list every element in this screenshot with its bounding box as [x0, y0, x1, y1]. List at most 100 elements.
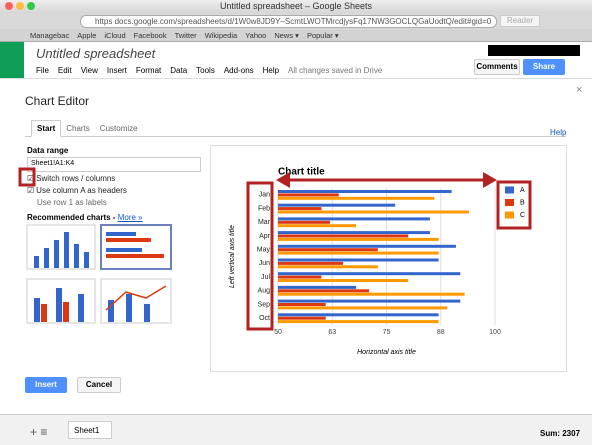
bar — [278, 279, 409, 282]
y-tick-label: May — [257, 246, 271, 253]
data-range-input[interactable]: Sheet1!A1:K4 — [27, 157, 201, 172]
cancel-button[interactable]: Cancel — [77, 377, 121, 393]
bar — [278, 203, 396, 207]
legend-label: A — [520, 187, 525, 194]
sheets-logo[interactable] — [0, 42, 24, 78]
bar — [278, 272, 461, 276]
menu-item[interactable]: View — [80, 66, 98, 75]
bar — [278, 248, 378, 252]
dialog-title: Chart Editor — [25, 94, 90, 108]
thumb-2[interactable] — [100, 224, 172, 270]
bar — [278, 292, 465, 296]
option-label: Use column A as headers — [36, 186, 127, 195]
bookmarks-bar: Managebac Apple iCloud Facebook Twitter Wikip… — [0, 29, 592, 42]
y-tick-label: Mar — [258, 219, 271, 226]
checkbox[interactable]: ☑ — [27, 186, 35, 195]
sum: Sum: 2307 — [540, 429, 581, 438]
doc-title[interactable]: Untitled spreadsheet — [36, 46, 156, 61]
bar — [278, 299, 461, 303]
window-title: Untitled spreadsheet – Google Sheets — [219, 1, 373, 11]
sheets-header: Untitled spreadsheet File Edit View Insert F… — [0, 42, 592, 78]
legend-swatch — [505, 211, 514, 219]
thumbnails — [26, 224, 172, 324]
toolbar: https docs.google.com/spreadsheets/d/1W0… — [0, 13, 592, 29]
bookmark[interactable]: Wikipedia — [204, 31, 238, 40]
bookmark[interactable]: iCloud — [104, 31, 126, 40]
tab[interactable]: Charts — [66, 124, 90, 133]
traffic-lights[interactable] — [5, 2, 35, 12]
bar — [278, 217, 430, 221]
bookmark[interactable]: Yahoo — [245, 31, 267, 40]
y-tick-label: Jan — [259, 192, 270, 199]
checkbox[interactable]: ☑ — [27, 174, 35, 183]
bar — [278, 258, 439, 262]
y-axis-title: Left vertical axis title — [229, 225, 236, 288]
legend-swatch — [505, 199, 514, 206]
reader-button[interactable]: Reader — [500, 15, 540, 27]
bookmark[interactable]: News ▾ — [274, 31, 299, 40]
option-label: Switch rows / columns — [36, 174, 116, 183]
menu-item[interactable]: Help — [262, 66, 280, 75]
menu-item[interactable]: Format — [135, 66, 162, 75]
bar — [278, 275, 322, 279]
share-button[interactable]: Share — [523, 59, 565, 75]
menu-item[interactable]: File — [36, 66, 49, 75]
bookmark[interactable]: Popular ▾ — [306, 31, 339, 40]
bar — [278, 220, 331, 224]
menu-item[interactable]: Data — [170, 66, 188, 75]
data-range: Sheet1!A1:K4 — [31, 160, 75, 167]
comments-button[interactable]: Comments — [474, 59, 520, 75]
menu-bar: File Edit View Insert Format Data Tools Add-ons… — [36, 66, 288, 75]
x-tick-label: 50 — [274, 329, 282, 336]
menu-item[interactable]: Tools — [196, 66, 215, 75]
x-tick-label: 63 — [328, 329, 336, 336]
bar — [278, 190, 452, 193]
y-tick-label: Aug — [258, 288, 271, 295]
url-bar[interactable]: https docs.google.com/spreadsheets/d/1W0… — [80, 15, 497, 28]
bar — [278, 261, 344, 265]
bar — [278, 251, 439, 255]
y-tick-label: Oct — [259, 315, 270, 322]
bar — [278, 234, 409, 238]
y-tick-label: Feb — [258, 205, 270, 212]
chart-preview — [210, 145, 567, 372]
title-bar: Untitled spreadsheet – Google Sheets — [0, 0, 592, 13]
bar — [278, 313, 439, 317]
option-label: Use row 1 as labels — [37, 198, 107, 207]
bar — [278, 244, 456, 248]
footer: + ≡ Sheet1 Sum: 2307 — [0, 414, 592, 445]
tab[interactable]: Customize — [99, 124, 138, 133]
bar — [278, 285, 357, 289]
bar — [278, 224, 357, 228]
bar — [278, 231, 430, 235]
bookmark[interactable]: Facebook — [133, 31, 167, 40]
menu-item[interactable]: Insert — [106, 66, 127, 75]
sheet-tab[interactable]: Sheet1 — [68, 421, 112, 439]
bar — [278, 320, 439, 324]
help-link[interactable]: Help — [550, 128, 567, 137]
bookmark[interactable]: Apple — [77, 31, 97, 40]
tabs: Start Charts Customize — [25, 120, 566, 137]
option[interactable]: ☑ Use column A as headers — [27, 186, 127, 198]
menu-item[interactable]: Add-ons — [223, 66, 254, 75]
close-button[interactable]: × — [576, 84, 583, 96]
add-sheet[interactable]: + ≡ — [30, 425, 48, 439]
bar — [278, 265, 378, 269]
x-tick-label: 100 — [489, 329, 501, 336]
bar — [278, 237, 439, 241]
option[interactable]: Use row 1 as labels — [37, 198, 127, 210]
chart-title: Chart title — [278, 167, 325, 178]
more-link[interactable]: More » — [117, 213, 143, 222]
bar — [278, 207, 322, 211]
legend-label: B — [520, 199, 525, 206]
insert-button[interactable]: Insert — [25, 377, 67, 393]
bookmark[interactable]: Managebac — [30, 31, 70, 40]
option[interactable]: ☑ Switch rows / columns — [27, 174, 127, 186]
bookmark[interactable]: Twitter — [174, 31, 197, 40]
menu-item[interactable]: Edit — [57, 66, 72, 75]
tab[interactable]: Start — [31, 120, 62, 137]
x-tick-label: 88 — [437, 329, 445, 336]
bar — [278, 303, 326, 306]
y-tick-label: Apr — [259, 233, 271, 240]
